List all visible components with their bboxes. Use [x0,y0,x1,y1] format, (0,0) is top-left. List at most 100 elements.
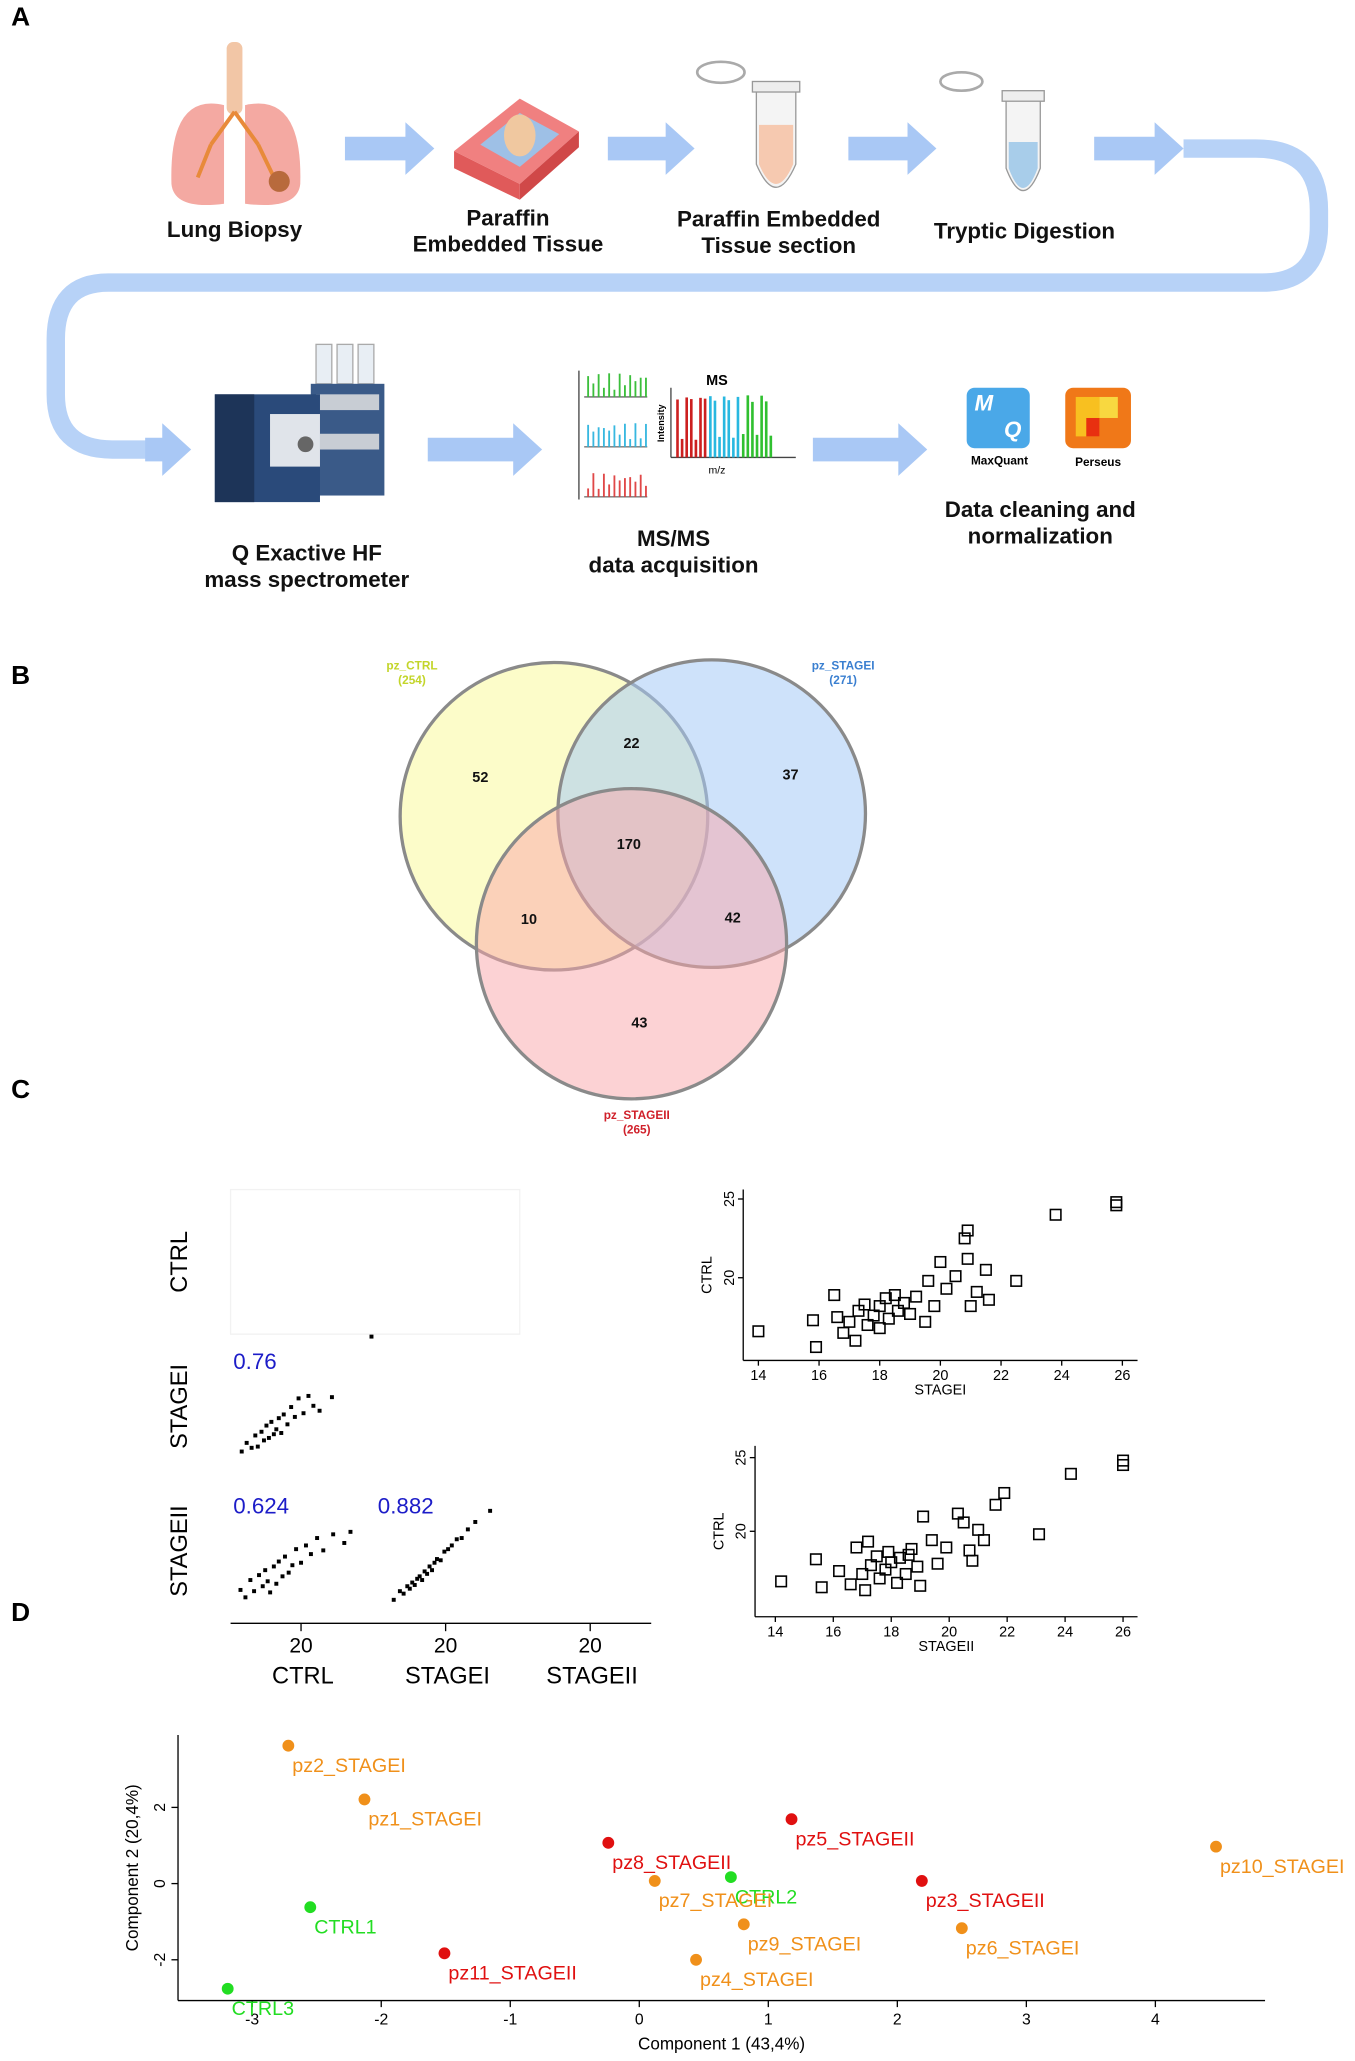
point [955,1922,968,1935]
y-axis-label: CTRL [700,1256,716,1294]
arrow [145,423,192,476]
x-tick-label: 24 [1057,1624,1073,1640]
arrow [848,122,937,175]
row-label: STAGEI [167,1364,193,1449]
tube-icon [939,70,1045,191]
plots: CTRLCTRL20STAGEISTAGEI20STAGEIISTAGEII20… [123,1188,1344,2054]
block-icon [454,98,579,200]
venn-circle [474,787,789,1101]
point [806,1314,820,1327]
point [882,1312,895,1325]
point-label: pz4_STAGEI [700,1969,814,1991]
correlation-label: 0.76 [233,1349,276,1374]
point [301,1411,306,1416]
point [902,1548,915,1561]
point [405,1584,410,1589]
step-label: Tryptic Digestion [934,219,1115,244]
panel-label: B [11,660,30,690]
point [828,1289,841,1302]
point [785,1813,798,1826]
point-label: pz5_STAGEII [795,1828,914,1850]
point [265,1579,270,1584]
point [446,1547,451,1552]
point [391,1597,396,1602]
step-label: Data cleaning and [945,497,1136,522]
venn-region-count: 22 [623,736,639,752]
point [998,1486,1011,1500]
point [979,1263,992,1276]
point [358,1793,371,1806]
point [882,1545,895,1558]
point [369,1334,374,1339]
point [602,1836,615,1849]
point [279,1431,284,1435]
point [249,1445,254,1450]
point [296,1396,301,1401]
x-axis-label: STAGEII [918,1639,974,1655]
point [1117,1454,1130,1467]
point [282,1739,295,1752]
venn-region-count: 52 [472,770,488,786]
maxquant-icon: M Q MaxQuant [966,387,1030,467]
x-tick-label: -1 [503,2011,517,2028]
point [961,1224,974,1237]
venn-region-count: 37 [783,767,799,783]
point [289,1405,294,1410]
point [809,1340,823,1354]
venn-region-count: 170 [617,837,641,853]
point [271,1564,276,1569]
point [473,1519,478,1524]
point [263,1568,268,1573]
point-label: CTRL3 [232,1998,294,2020]
point [283,1554,287,1559]
point [274,1427,279,1432]
row-label: STAGEII [167,1505,193,1597]
point [449,1543,454,1548]
point [972,1523,985,1536]
x-tick-label: 14 [767,1624,783,1640]
point [831,1311,844,1324]
point [260,1584,265,1589]
point [248,1578,253,1583]
arrow [344,122,435,175]
point [306,1393,311,1398]
venn-set-name: pz_STAGEI [812,659,875,673]
point [852,1304,865,1317]
icon-letter: Q [1004,417,1021,442]
point [255,1444,260,1449]
point-label: pz7_STAGEI [659,1890,773,1912]
y-tick-label: 20 [722,1270,738,1286]
point [311,1403,316,1408]
point [958,1232,971,1245]
point [304,1543,308,1548]
point-label: pz8_STAGEII [612,1852,731,1874]
point [925,1534,938,1547]
column-label: STAGEI [405,1663,490,1689]
point [1110,1199,1123,1212]
y-tick-label: 25 [722,1191,738,1207]
point [879,1292,892,1305]
point [858,1298,871,1311]
point [420,1578,425,1583]
correlation-label: 0.624 [233,1494,289,1519]
point [269,1419,274,1424]
x-tick-label: 20 [941,1624,957,1640]
point [861,1318,874,1332]
point [891,1304,904,1317]
step-label: normalization [968,524,1113,549]
point [438,1558,443,1563]
y-tick-label: 20 [734,1523,750,1539]
step-label: Tissue section [701,233,856,258]
x-tick-label: 22 [993,1368,1009,1384]
icon-letter: M [974,391,993,416]
point [274,1581,279,1586]
point [276,1416,281,1421]
x-axis-label: STAGEI [914,1382,966,1398]
y-axis-label: CTRL [711,1512,727,1550]
point [266,1435,271,1440]
x-tick-label: 0 [635,2011,644,2028]
point [415,1576,420,1581]
step-label: Q Exactive HF [232,541,382,566]
point [648,1875,661,1887]
point-label: pz9_STAGEI [748,1934,862,1956]
